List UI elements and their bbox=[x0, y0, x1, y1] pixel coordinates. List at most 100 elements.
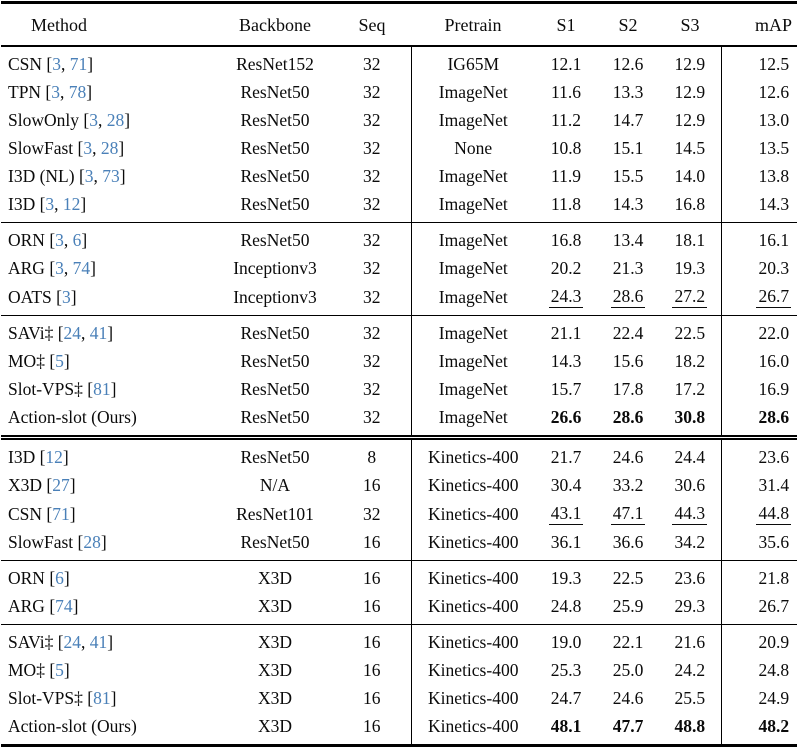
cell-pretrain: Kinetics-400 bbox=[428, 596, 519, 616]
cell-s1: 11.9 bbox=[535, 162, 597, 190]
metric-value: 14.5 bbox=[674, 138, 706, 158]
cell-s2: 28.6 bbox=[597, 403, 659, 438]
column-header-s2: S2 bbox=[597, 2, 659, 47]
citation-ref[interactable]: 74 bbox=[72, 258, 91, 278]
cell-backbone: Inceptionv3 bbox=[233, 258, 317, 278]
cell-backbone: X3D bbox=[257, 596, 293, 616]
cell-method: ORN [3, 6] bbox=[8, 230, 88, 250]
table-row: TPN [3, 78] ResNet50 32 ImageNet 11.6 13.3 12.… bbox=[1, 78, 797, 106]
cell-s3: 18.1 bbox=[659, 222, 722, 254]
cell-backbone: N/A bbox=[259, 475, 291, 495]
cell-s3: 17.2 bbox=[659, 375, 722, 403]
citation-ref[interactable]: 74 bbox=[55, 596, 73, 616]
cell-s2: 47.7 bbox=[597, 712, 659, 746]
cell-seq: 16 bbox=[333, 592, 412, 625]
metric-value: 13.3 bbox=[612, 82, 644, 102]
metric-value: 21.3 bbox=[612, 258, 644, 278]
cell-map: 13.8 bbox=[721, 162, 797, 190]
cell-s3: 48.8 bbox=[659, 712, 722, 746]
cell-seq: 32 bbox=[333, 315, 412, 347]
metric-value: 24.7 bbox=[550, 688, 582, 708]
citation-ref[interactable]: 24 bbox=[63, 323, 82, 343]
cell-s1: 10.8 bbox=[535, 134, 597, 162]
citation-ref[interactable]: 3 bbox=[55, 258, 64, 278]
cell-s2: 22.1 bbox=[597, 625, 659, 657]
column-header-backbone: Backbone bbox=[217, 2, 333, 47]
cell-s2: 36.6 bbox=[597, 528, 659, 561]
table-row: MO‡ [5] X3D 16 Kinetics-400 25.3 25.0 24.2 24.8 bbox=[1, 656, 797, 684]
citation-ref[interactable]: 81 bbox=[93, 379, 111, 399]
cell-s1: 21.1 bbox=[535, 316, 597, 348]
metric-value: 11.6 bbox=[551, 82, 581, 102]
metric-value: 16.8 bbox=[550, 230, 582, 250]
cell-s3: 30.8 bbox=[659, 403, 722, 438]
metric-value: 21.1 bbox=[550, 323, 582, 343]
cell-s3: 22.5 bbox=[659, 315, 722, 347]
citation-ref[interactable]: 3 bbox=[61, 286, 71, 307]
group-slot-methods-kinetics: SAVi‡ [24, 41] X3D 16 Kinetics-400 19.0 22.1 2… bbox=[1, 624, 797, 746]
cell-s1: 16.8 bbox=[535, 223, 597, 255]
citation-ref[interactable]: 41 bbox=[89, 323, 108, 343]
column-header-s1: S1 bbox=[535, 2, 597, 47]
metric-value: 14.3 bbox=[612, 194, 644, 214]
cell-method: SAVi‡ [24, 41] bbox=[8, 632, 114, 652]
citation-ref[interactable]: 71 bbox=[69, 54, 88, 74]
citation-ref[interactable]: 3 bbox=[55, 230, 64, 250]
citation-ref[interactable]: 81 bbox=[93, 688, 111, 708]
metric-value: 17.8 bbox=[612, 379, 644, 399]
cell-s3: 44.3 bbox=[659, 499, 722, 528]
citation-ref[interactable]: 28 bbox=[100, 138, 119, 158]
citation-ref[interactable]: 71 bbox=[52, 503, 70, 524]
citation-ref[interactable]: 3 bbox=[45, 194, 55, 214]
table-row: SAVi‡ [24, 41] ResNet50 32 ImageNet 21.1 22.4… bbox=[1, 315, 797, 348]
citation-ref[interactable]: 3 bbox=[52, 54, 61, 74]
cell-seq: 16 bbox=[333, 684, 412, 712]
citation-ref[interactable]: 28 bbox=[83, 532, 101, 552]
citation-ref[interactable]: 41 bbox=[89, 632, 108, 652]
citation-ref[interactable]: 12 bbox=[62, 194, 81, 214]
cell-map: 22.0 bbox=[721, 316, 797, 348]
cell-s2: 47.1 bbox=[597, 499, 659, 528]
cell-map: 28.6 bbox=[721, 403, 797, 438]
metric-value: 14.3 bbox=[758, 194, 790, 214]
cell-pretrain: Kinetics-400 bbox=[428, 688, 519, 708]
cell-seq: 32 bbox=[333, 46, 412, 78]
citation-ref[interactable]: 78 bbox=[68, 82, 87, 102]
cell-pretrain: Kinetics-400 bbox=[428, 532, 519, 552]
citation-ref[interactable]: 28 bbox=[106, 110, 125, 130]
metric-value: 11.2 bbox=[551, 110, 581, 130]
header-row: Method Backbone Seq Pretrain S1 S2 S3 mAP bbox=[1, 2, 797, 47]
table-row: Slot-VPS‡ [81] ResNet50 32 ImageNet 15.7 17.8… bbox=[1, 375, 797, 403]
cell-map: 26.7 bbox=[721, 282, 797, 316]
citation-ref[interactable]: 3 bbox=[84, 166, 94, 186]
cell-map: 13.0 bbox=[721, 106, 797, 134]
metric-value: 13.0 bbox=[758, 110, 790, 130]
metric-value: 29.3 bbox=[674, 596, 706, 616]
cell-pretrain: Kinetics-400 bbox=[428, 475, 519, 495]
cell-backbone: ResNet50 bbox=[240, 82, 310, 102]
citation-ref[interactable]: 6 bbox=[55, 568, 64, 588]
cell-s1: 14.3 bbox=[535, 347, 597, 375]
cell-s1: 21.7 bbox=[535, 438, 597, 472]
citation-ref[interactable]: 5 bbox=[55, 351, 64, 371]
cell-seq: 32 bbox=[333, 254, 412, 282]
cell-pretrain: ImageNet bbox=[438, 258, 508, 278]
citation-ref[interactable]: 24 bbox=[63, 632, 82, 652]
citation-ref[interactable]: 73 bbox=[102, 166, 120, 186]
citation-ref[interactable]: 3 bbox=[51, 82, 61, 102]
citation-ref[interactable]: 3 bbox=[83, 138, 93, 158]
cell-map: 26.7 bbox=[721, 592, 797, 625]
cell-s1: 11.6 bbox=[535, 78, 597, 106]
citation-ref[interactable]: 5 bbox=[55, 660, 64, 680]
cell-pretrain: IG65M bbox=[447, 54, 500, 74]
citation-ref[interactable]: 3 bbox=[89, 110, 98, 130]
citation-ref[interactable]: 6 bbox=[72, 230, 82, 250]
cell-s2: 15.5 bbox=[597, 162, 659, 190]
cell-map: 44.8 bbox=[721, 499, 797, 528]
metric-value: 44.3 bbox=[672, 503, 708, 525]
citation-ref[interactable]: 12 bbox=[45, 447, 63, 467]
cell-s2: 25.9 bbox=[597, 592, 659, 625]
citation-ref[interactable]: 27 bbox=[52, 475, 70, 495]
metric-value: 19.3 bbox=[674, 258, 706, 278]
